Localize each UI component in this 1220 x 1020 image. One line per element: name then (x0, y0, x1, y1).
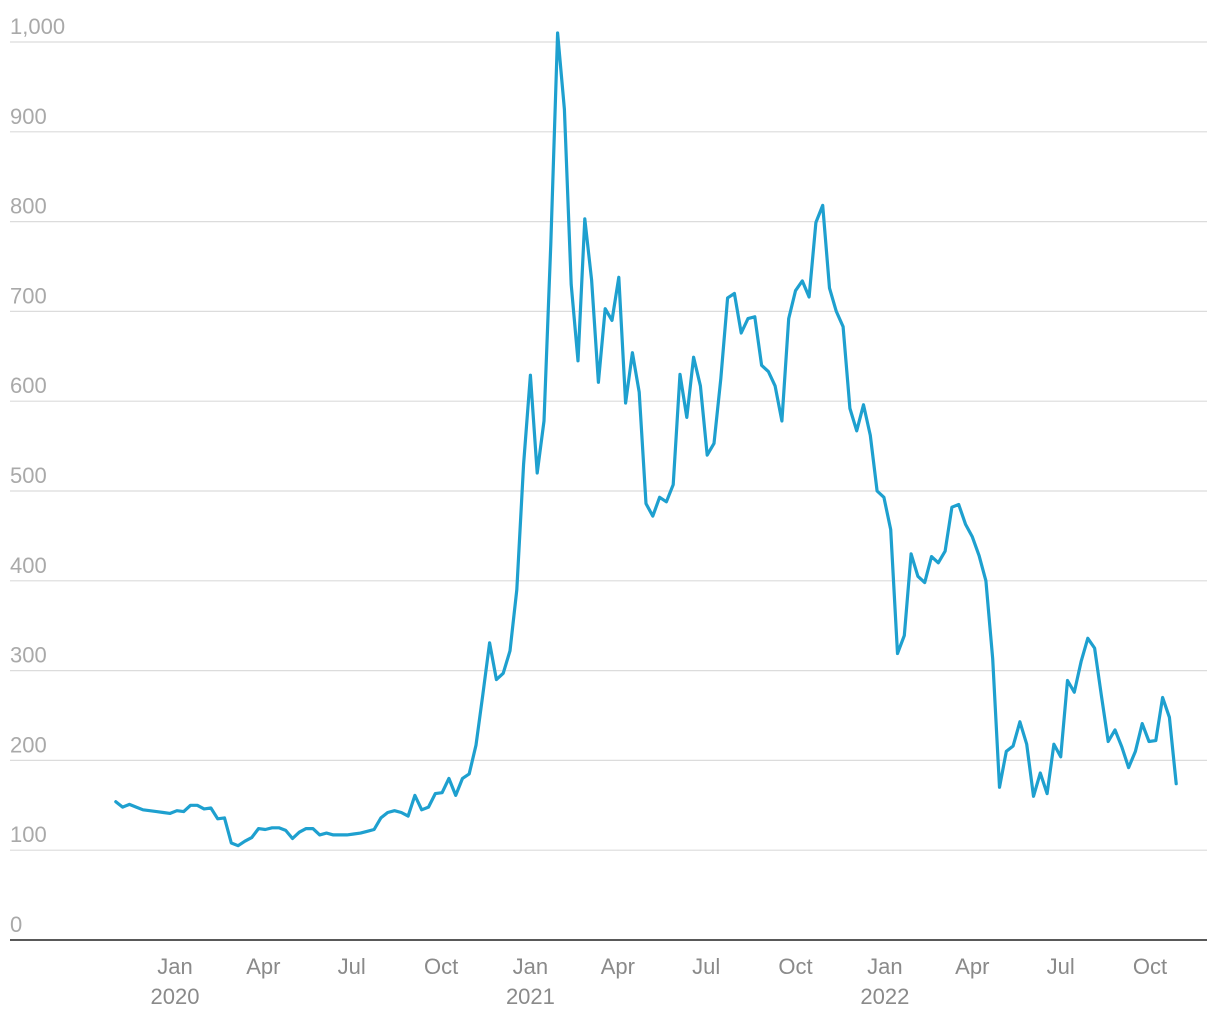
x-tick-label: Jan (513, 954, 548, 979)
y-axis-tick-labels: 0 100 200 300 400 500 600 700 800 900 1,000 (10, 14, 65, 937)
gridlines (10, 41, 1207, 851)
x-tick-label: Jan (867, 954, 902, 979)
x-tick-label: Jul (1047, 954, 1075, 979)
x-tick-label: Jul (338, 954, 366, 979)
y-tick-label: 700 (10, 283, 47, 308)
y-tick-label: 900 (10, 104, 47, 129)
x-axis-tick-labels: Jan 2020 Apr Jul Oct Jan 2021 Apr Jul Oct Jan 2022 A… (151, 954, 1168, 1009)
x-tick-label: Oct (778, 954, 812, 979)
x-tick-label: Jan (157, 954, 192, 979)
x-tick-label: Oct (1133, 954, 1167, 979)
y-tick-label: 200 (10, 732, 47, 757)
y-tick-label: 400 (10, 553, 47, 578)
x-tick-label: Apr (246, 954, 280, 979)
y-tick-label: 800 (10, 194, 47, 219)
series-layer (114, 31, 1178, 848)
y-tick-label: 600 (10, 373, 47, 398)
x-tick-label: Apr (601, 954, 635, 979)
x-tick-label: Jul (692, 954, 720, 979)
x-tick-label: Apr (955, 954, 989, 979)
y-tick-label: 100 (10, 822, 47, 847)
y-tick-label: 500 (10, 463, 47, 488)
x-tick-year-label: 2021 (506, 984, 555, 1009)
y-tick-label: 300 (10, 643, 47, 668)
y-tick-label: 1,000 (10, 14, 65, 39)
x-tick-year-label: 2020 (151, 984, 200, 1009)
series-line (114, 31, 1178, 848)
x-tick-label: Oct (424, 954, 458, 979)
y-tick-label: 0 (10, 912, 22, 937)
x-tick-year-label: 2022 (860, 984, 909, 1009)
